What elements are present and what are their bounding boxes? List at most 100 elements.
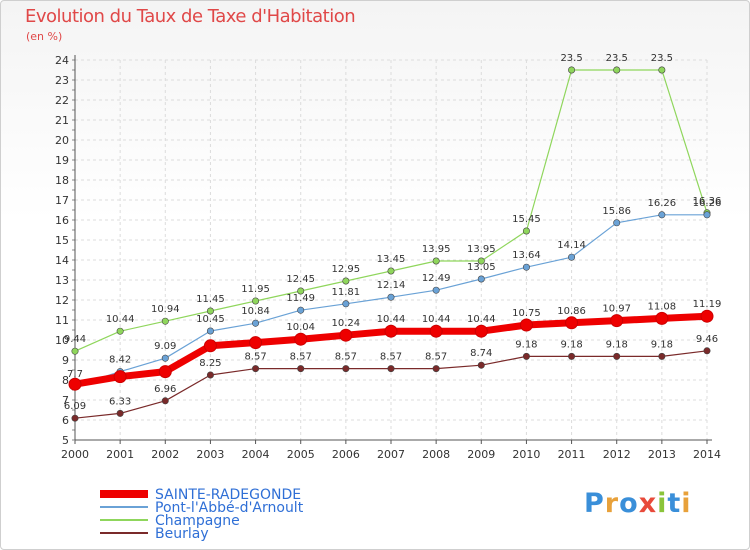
data-label: 23.5	[560, 53, 582, 64]
data-label: 7.7	[67, 369, 83, 380]
data-label: 8.57	[425, 352, 447, 363]
data-point	[294, 332, 308, 346]
data-point	[565, 316, 579, 330]
data-label: 10.44	[422, 314, 451, 325]
data-point	[477, 275, 485, 283]
y-tick-label: 5	[62, 434, 69, 447]
data-label: 10.24	[332, 318, 361, 329]
y-tick-label: 18	[55, 174, 69, 187]
data-point	[68, 377, 82, 391]
data-point	[429, 324, 443, 338]
legend-label: Pont-l'Abbé-d'Arnoult	[155, 500, 304, 516]
data-label: 9.44	[64, 334, 86, 345]
data-point	[658, 352, 666, 360]
data-label: 23.5	[651, 53, 673, 64]
data-point	[432, 365, 440, 373]
data-point	[658, 66, 666, 74]
data-label: 11.49	[286, 293, 315, 304]
data-point	[203, 339, 217, 353]
data-label: 10.86	[557, 306, 586, 317]
data-point	[249, 336, 263, 350]
data-point	[161, 397, 169, 405]
data-point	[252, 319, 260, 327]
proxiti-logo: Proxiti	[584, 488, 692, 519]
data-point	[116, 409, 124, 417]
data-label: 11.19	[693, 299, 722, 310]
legend-label: Champagne	[155, 513, 240, 529]
data-point	[158, 365, 172, 379]
data-point	[522, 352, 530, 360]
data-label: 15.86	[602, 206, 631, 217]
legend: SAINTE-RADEGONDEPont-l'Abbé-d'ArnoultCha…	[100, 487, 304, 542]
data-label: 13.45	[377, 254, 406, 265]
data-label: 12.14	[377, 280, 406, 291]
logo-letter: i	[681, 488, 692, 519]
y-tick-label: 15	[55, 234, 69, 247]
data-point	[703, 211, 711, 219]
data-point	[700, 309, 714, 323]
x-tick-label: 2003	[196, 448, 224, 461]
data-point	[522, 263, 530, 271]
data-label: 10.75	[512, 308, 541, 319]
data-point	[342, 277, 350, 285]
data-point	[297, 365, 305, 373]
data-label: 16.26	[693, 198, 722, 209]
data-point	[432, 257, 440, 265]
legend-label: SAINTE-RADEGONDE	[155, 487, 301, 503]
y-tick-label: 19	[55, 154, 69, 167]
data-point	[252, 365, 260, 373]
data-point	[161, 354, 169, 362]
x-tick-label: 2011	[558, 448, 586, 461]
series-0	[68, 309, 714, 391]
data-label: 9.46	[696, 334, 718, 345]
data-point	[71, 414, 79, 422]
series-3	[71, 347, 711, 422]
y-tick-label: 13	[55, 274, 69, 287]
data-point	[161, 317, 169, 325]
data-point	[474, 324, 488, 338]
x-tick-label: 2014	[693, 448, 721, 461]
data-point	[384, 324, 398, 338]
data-point	[116, 327, 124, 335]
chart-subtitle: (en %)	[26, 30, 63, 43]
data-point	[613, 219, 621, 227]
data-point	[568, 66, 576, 74]
logo-letter: P	[584, 488, 605, 519]
data-label: 6.09	[64, 401, 86, 412]
logo-letter: o	[619, 488, 639, 519]
data-label: 13.05	[467, 262, 496, 273]
data-label: 8.57	[380, 352, 402, 363]
data-label: 10.44	[467, 314, 496, 325]
data-label: 16.26	[648, 198, 677, 209]
series-2	[71, 66, 711, 355]
data-label: 8.57	[290, 352, 312, 363]
data-point	[387, 293, 395, 301]
y-tick-label: 7	[62, 394, 69, 407]
data-label: 9.18	[515, 339, 537, 350]
data-point	[613, 352, 621, 360]
data-label: 12.49	[422, 273, 451, 284]
logo-letter: r	[604, 488, 620, 519]
data-label: 9.09	[154, 341, 176, 352]
y-tick-label: 24	[55, 54, 69, 67]
data-point	[252, 297, 260, 305]
y-tick-label: 14	[55, 254, 69, 267]
data-point	[387, 267, 395, 275]
data-label: 13.95	[422, 244, 451, 255]
data-point	[432, 286, 440, 294]
data-label: 9.18	[651, 339, 673, 350]
data-point	[206, 371, 214, 379]
data-label: 10.45	[196, 314, 225, 325]
data-point	[477, 361, 485, 369]
data-label: 10.44	[106, 314, 135, 325]
data-label: 11.08	[648, 301, 677, 312]
data-label: 6.96	[154, 384, 176, 395]
data-label: 10.94	[151, 304, 180, 315]
chart-title: Evolution du Taux de Taxe d'Habitation	[25, 6, 356, 27]
series-group	[68, 66, 714, 422]
data-label: 13.95	[467, 244, 496, 255]
y-tick-label: 12	[55, 294, 69, 307]
data-point	[71, 347, 79, 355]
data-point	[387, 365, 395, 373]
